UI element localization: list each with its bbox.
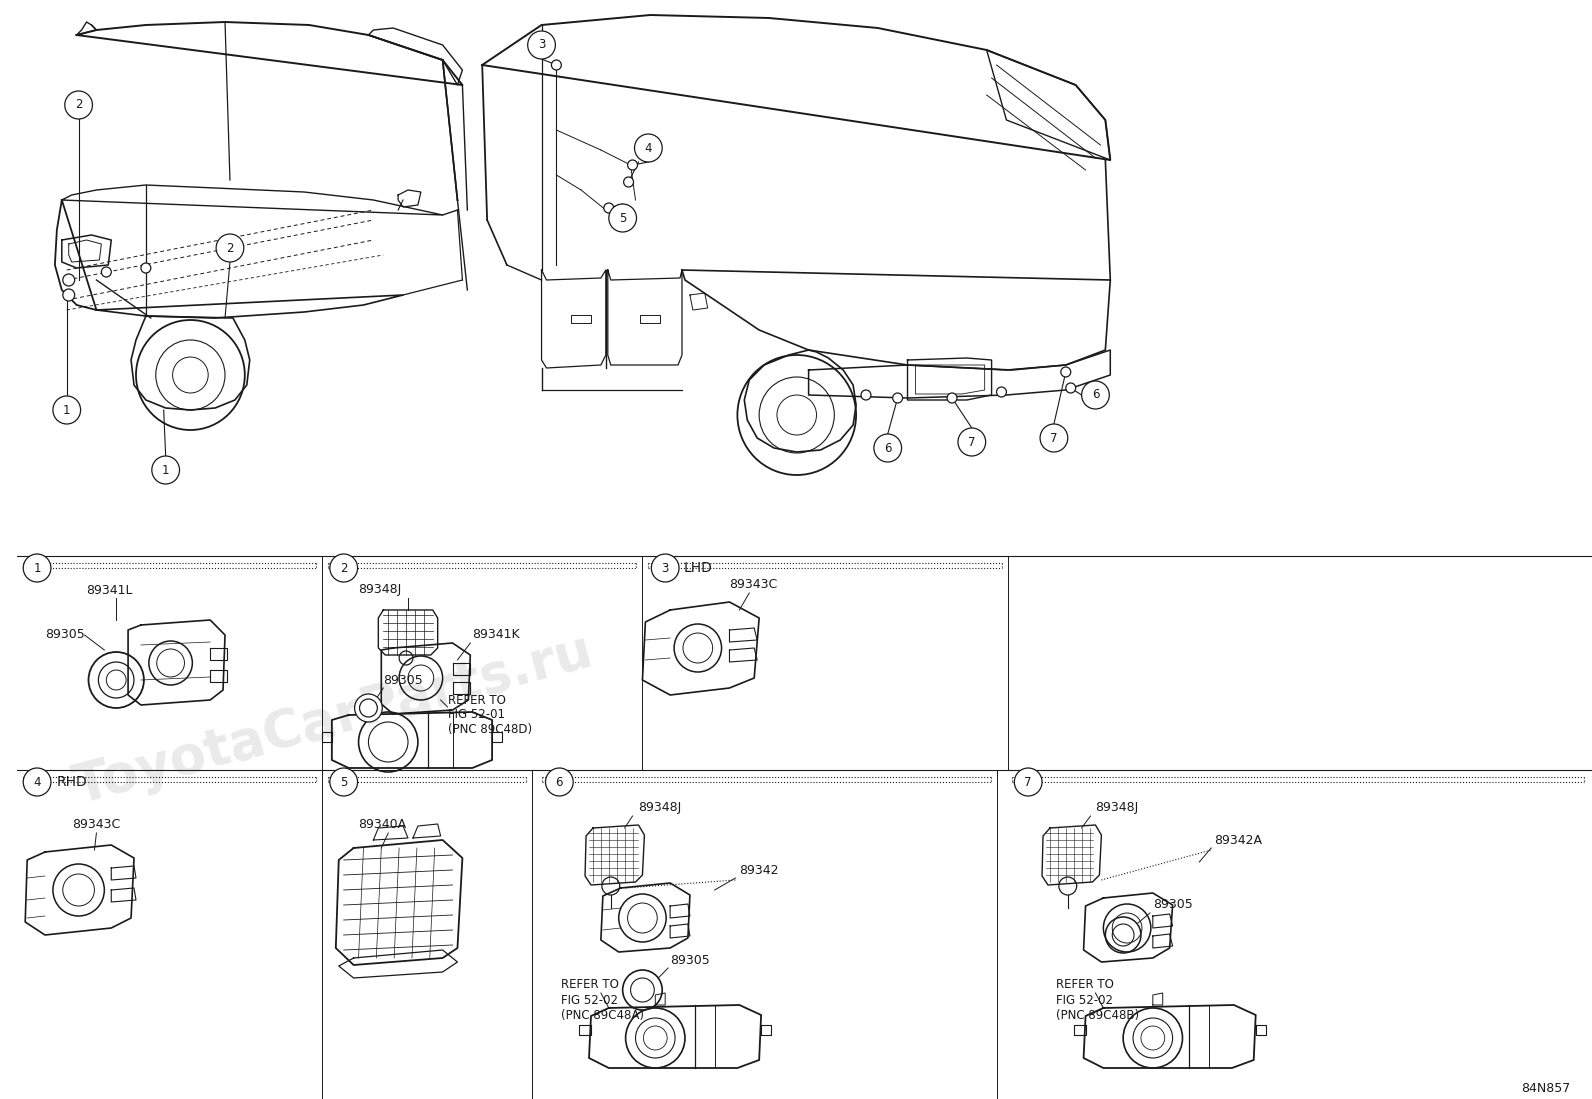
Text: 4: 4	[645, 142, 653, 155]
Circle shape	[65, 91, 92, 119]
Text: (PNC 89C48A): (PNC 89C48A)	[562, 1009, 645, 1021]
Circle shape	[102, 267, 111, 277]
Circle shape	[958, 428, 985, 456]
Circle shape	[62, 289, 75, 301]
Circle shape	[527, 31, 556, 59]
Circle shape	[1081, 381, 1110, 409]
Text: 7: 7	[968, 435, 976, 448]
Circle shape	[53, 396, 81, 424]
Circle shape	[62, 274, 75, 286]
Circle shape	[551, 60, 562, 70]
Bar	[640, 315, 661, 323]
Circle shape	[142, 263, 151, 273]
Circle shape	[893, 393, 903, 403]
Text: 2: 2	[226, 242, 234, 255]
Text: 1: 1	[64, 403, 70, 417]
Text: 3: 3	[538, 38, 544, 52]
Text: REFER TO: REFER TO	[562, 978, 619, 991]
Text: FIG 52-01: FIG 52-01	[447, 709, 505, 722]
Circle shape	[861, 390, 871, 400]
Text: 89305: 89305	[45, 629, 84, 642]
Text: FIG 52-02: FIG 52-02	[1055, 993, 1113, 1007]
Text: 89305: 89305	[1153, 899, 1192, 911]
Text: 7: 7	[1051, 432, 1057, 444]
Text: 89348J: 89348J	[638, 801, 681, 814]
Text: 2: 2	[75, 99, 83, 111]
Text: 89305: 89305	[384, 674, 423, 687]
Circle shape	[874, 434, 901, 462]
Text: 3: 3	[662, 562, 669, 575]
Text: 89348J: 89348J	[1095, 801, 1138, 814]
Text: 89348J: 89348J	[358, 584, 401, 597]
Text: 5: 5	[619, 211, 626, 224]
Circle shape	[608, 204, 637, 232]
Text: 84N857: 84N857	[1520, 1081, 1570, 1095]
Text: 1: 1	[162, 464, 169, 477]
Text: 89342A: 89342A	[1215, 833, 1262, 846]
Text: 4: 4	[33, 776, 41, 788]
Circle shape	[1060, 367, 1071, 377]
Circle shape	[1065, 382, 1076, 393]
Circle shape	[24, 768, 51, 796]
Text: 6: 6	[884, 442, 892, 455]
Text: 7: 7	[1024, 776, 1032, 788]
Circle shape	[355, 693, 382, 722]
Circle shape	[627, 160, 637, 170]
Text: 89305: 89305	[670, 954, 710, 966]
Circle shape	[546, 768, 573, 796]
Text: 89340A: 89340A	[358, 819, 406, 832]
Circle shape	[24, 554, 51, 582]
Circle shape	[603, 203, 615, 213]
Circle shape	[651, 554, 680, 582]
Text: 89343C: 89343C	[72, 819, 119, 832]
Text: 89341K: 89341K	[473, 629, 521, 642]
Text: 89342: 89342	[739, 864, 778, 877]
Circle shape	[997, 387, 1006, 397]
Text: 1: 1	[33, 562, 41, 575]
Circle shape	[360, 699, 377, 717]
Circle shape	[624, 177, 634, 187]
Circle shape	[635, 134, 662, 162]
Text: 2: 2	[341, 562, 347, 575]
Text: 6: 6	[556, 776, 564, 788]
Text: (PNC 89C48B): (PNC 89C48B)	[1055, 1009, 1138, 1021]
Text: (PNC 89C48D): (PNC 89C48D)	[447, 723, 532, 736]
Circle shape	[1014, 768, 1043, 796]
Text: REFER TO: REFER TO	[447, 693, 505, 707]
Text: 89343C: 89343C	[729, 578, 778, 591]
Circle shape	[1040, 424, 1068, 452]
Text: RHD: RHD	[57, 775, 88, 789]
Circle shape	[947, 393, 957, 403]
Text: LHD: LHD	[685, 560, 713, 575]
Text: 6: 6	[1092, 389, 1098, 401]
Text: 5: 5	[341, 776, 347, 788]
Text: REFER TO: REFER TO	[1055, 978, 1114, 991]
Text: FIG 52-02: FIG 52-02	[562, 993, 618, 1007]
Text: ToyotaCarParts.ru: ToyotaCarParts.ru	[68, 625, 599, 814]
Circle shape	[330, 554, 358, 582]
Text: 89341L: 89341L	[86, 584, 134, 597]
Circle shape	[330, 768, 358, 796]
Circle shape	[217, 234, 244, 262]
Circle shape	[151, 456, 180, 484]
Bar	[572, 315, 591, 323]
